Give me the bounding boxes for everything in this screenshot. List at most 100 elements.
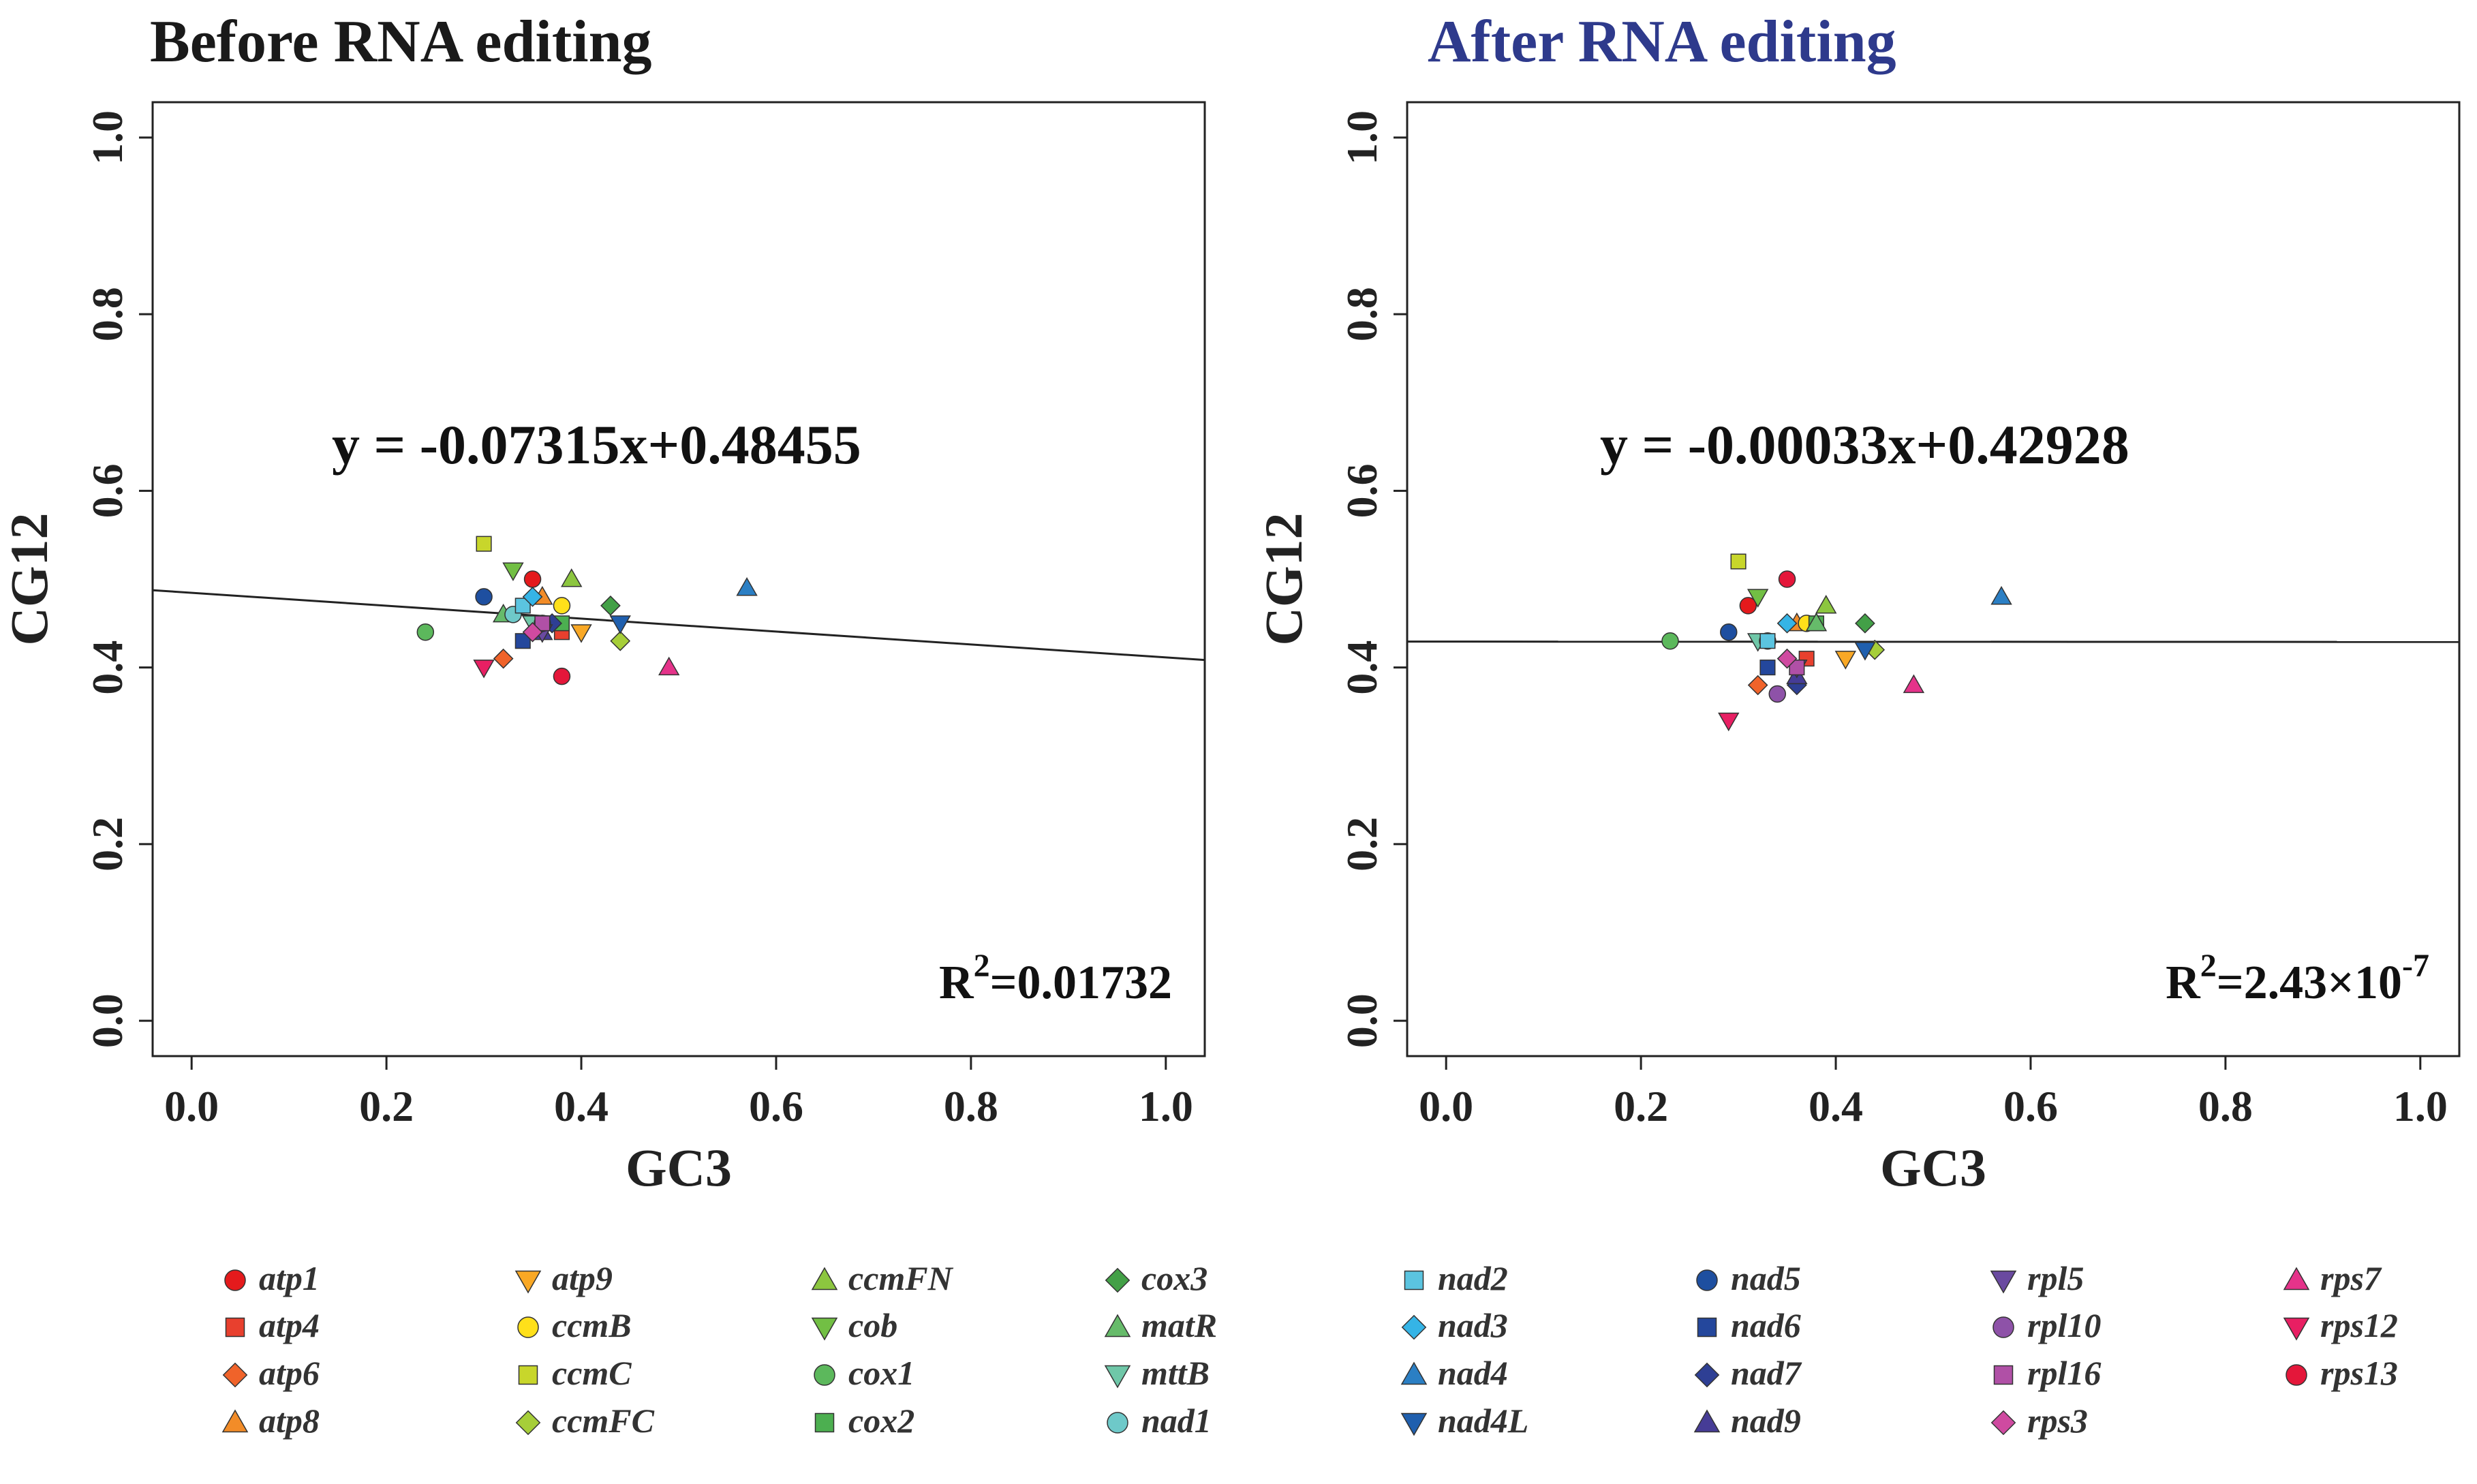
legend-item-mttB: mttB [1104,1354,1210,1392]
legend-item-rps3: rps3 [1990,1402,2088,1440]
x-tick-label: 0.2 [359,1082,414,1130]
legend-label: rps3 [2027,1402,2088,1440]
legend-label: atp8 [259,1402,320,1440]
data-point-matR [1805,612,1828,632]
legend-item-cox1: cox1 [814,1354,914,1392]
data-point-atp6 [1747,675,1768,696]
legend-marker [811,1267,838,1290]
legend-marker [1696,1269,1718,1291]
legend-label: rps13 [2320,1354,2398,1392]
legend-item-nad9: nad9 [1693,1402,1801,1440]
legend-marker [221,1409,249,1433]
chart-title: Before RNA editing [150,9,652,75]
x-tick-label: 0.0 [164,1082,219,1130]
data-point-rps7 [1903,674,1925,694]
legend-label: nad4 [1438,1354,1508,1392]
data-point-rps13 [1778,570,1796,588]
legend-label: nad4L [1438,1402,1528,1440]
x-tick-label: 0.2 [1614,1082,1668,1130]
legend-label: rpl16 [2027,1354,2101,1392]
legend-marker [517,1316,539,1338]
legend-label: mttB [1141,1354,1210,1392]
data-point-ccmFN [1815,594,1837,614]
legend-marker [1404,1270,1424,1290]
chart-panel-2: After RNA editing 0.0 0.2 0.4 0.6 0.8 1.0 0.0 0.… [1254,9,2461,1197]
data-point-nad2 [1759,633,1776,649]
legend-item-atp4: atp4 [225,1306,320,1344]
legend-label: nad6 [1731,1306,1801,1344]
legend-item-rpl10: rpl10 [1993,1306,2101,1344]
data-point-nad3 [1776,613,1798,634]
legend-item-atp1: atp1 [224,1259,320,1297]
data-point-rps3 [1776,648,1798,669]
chart-panel-1: Before RNA editing 0.0 0.2 0.4 0.6 0.8 1.0 0.0 0… [0,9,1206,1197]
y-tick-label: 0.0 [1338,993,1386,1048]
legend-marker [1400,1412,1428,1436]
legend-label: rps12 [2320,1306,2398,1344]
x-tick-label: 0.6 [2003,1082,2058,1130]
data-points [1661,553,2012,732]
data-point-nad4 [1990,586,2012,605]
legend-marker [514,1270,542,1294]
data-point-rpl16 [1789,660,1805,676]
y-tick-label: 1.0 [83,110,132,165]
legend-marker [1993,1316,2014,1338]
legend-marker [1400,1361,1428,1385]
legend-label: nad9 [1731,1402,1801,1440]
legend-marker [1697,1317,1717,1338]
legend-marker [222,1362,248,1388]
legend-item-ccmC: ccmC [518,1354,632,1392]
r-squared: R2=0.01732 [939,948,1172,1009]
data-point-nad2 [514,598,531,614]
legend-marker [814,1364,835,1386]
legend-item-cob: cob [811,1306,897,1344]
legend-item-nad3: nad3 [1401,1306,1508,1344]
legend-label: rps7 [2320,1259,2382,1297]
legend-item-rpl16: rpl16 [1993,1354,2101,1392]
data-point-nad5 [1720,623,1738,641]
legend-item-nad2: nad2 [1404,1259,1508,1297]
y-tick-label: 0.2 [83,817,132,871]
legend-marker [1107,1412,1128,1434]
data-point-rps12 [473,660,495,679]
x-tick-label: 1.0 [1139,1082,1193,1130]
data-point-ccmC [476,536,492,552]
data-point-rps12 [1718,712,1740,732]
legend-marker [814,1412,835,1433]
data-point-nad4L [1854,642,1876,661]
data-point-nad5 [475,588,493,606]
y-tick-label: 0.0 [83,993,132,1048]
legend-item-nad1: nad1 [1107,1402,1212,1440]
r-squared: R2=2.43×10-7 [2166,948,2429,1009]
x-tick-label: 0.4 [1809,1082,1863,1130]
legend-item-nad4L: nad4L [1400,1402,1528,1440]
legend-item-nad4: nad4 [1400,1354,1508,1392]
legend-marker [225,1317,245,1338]
legend-label: nad5 [1731,1259,1801,1297]
legend-marker [1993,1365,2014,1385]
legend-marker [2283,1267,2310,1290]
data-point-nad4L [609,615,631,634]
data-point-rps3 [522,621,543,643]
x-tick-label: 0.6 [749,1082,803,1130]
legend-marker [224,1269,246,1291]
data-point-atp9 [1834,651,1857,670]
data-points [416,536,758,685]
x-tick-label: 0.4 [554,1082,609,1130]
legend-label: ccmFN [848,1259,954,1297]
legend-marker [1990,1410,2016,1436]
data-point-cob [1747,589,1769,608]
legend-marker [518,1365,538,1385]
legend-marker [2283,1317,2310,1341]
legend-item-ccmFC: ccmFC [515,1402,655,1440]
data-point-atp9 [570,624,592,643]
y-tick-label: 0.6 [1338,463,1386,518]
data-point-atp1 [523,570,542,588]
legend-label: cox2 [848,1402,914,1440]
data-point-nad6 [1759,660,1776,676]
legend-marker [811,1317,838,1341]
legend-item-matR: matR [1104,1306,1217,1344]
regression-line [153,589,1205,662]
legend-marker [1990,1270,2017,1294]
x-tick-label: 0.8 [944,1082,998,1130]
